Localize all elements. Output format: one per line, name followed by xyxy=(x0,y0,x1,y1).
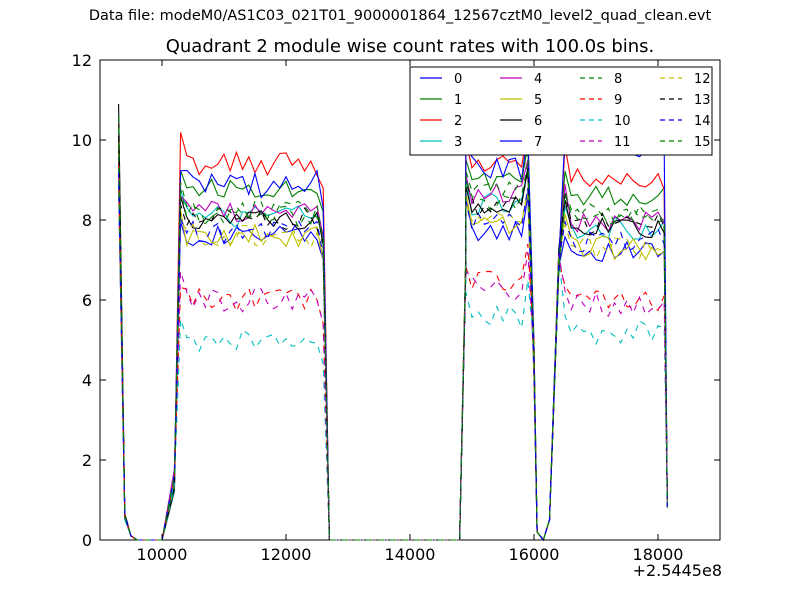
x-tick-label: 16000 xyxy=(509,545,560,564)
series-line-9 xyxy=(118,163,668,542)
y-tick-label: 0 xyxy=(82,531,92,550)
x-tick-label: 14000 xyxy=(385,545,436,564)
y-tick-label: 10 xyxy=(72,131,92,150)
legend-label-2: 2 xyxy=(454,114,462,129)
legend-label-5: 5 xyxy=(534,93,542,108)
legend-label-14: 14 xyxy=(694,114,711,129)
y-tick-label: 2 xyxy=(82,451,92,470)
legend-label-9: 9 xyxy=(614,93,622,108)
x-tick-label: 12000 xyxy=(261,545,312,564)
x-axis-offset-label: +2.5445e8 xyxy=(632,561,722,580)
y-tick-label: 12 xyxy=(72,51,92,70)
legend-box xyxy=(409,66,713,156)
y-tick-label: 8 xyxy=(82,211,92,230)
legend-label-6: 6 xyxy=(534,114,542,129)
series-line-8 xyxy=(118,115,668,542)
legend-label-1: 1 xyxy=(454,93,462,108)
y-tick-label: 4 xyxy=(82,371,92,390)
figure-suptitle: Data file: modeM0/AS1C03_021T01_90000018… xyxy=(88,8,712,24)
legend-label-7: 7 xyxy=(534,135,542,150)
chart-title: Quadrant 2 module wise count rates with … xyxy=(165,36,655,57)
legend-label-13: 13 xyxy=(694,93,711,108)
x-tick-label: 18000 xyxy=(633,545,684,564)
x-tick-label: 10000 xyxy=(137,545,188,564)
legend-label-3: 3 xyxy=(454,135,462,150)
series-line-13 xyxy=(118,135,668,542)
series-line-15 xyxy=(118,143,668,542)
y-tick-label: 6 xyxy=(82,291,92,310)
legend-label-8: 8 xyxy=(614,72,622,87)
legend-label-10: 10 xyxy=(614,114,631,129)
legend-label-15: 15 xyxy=(694,135,711,150)
legend-label-11: 11 xyxy=(614,135,631,150)
legend-label-0: 0 xyxy=(454,72,462,87)
legend-label-12: 12 xyxy=(694,72,711,87)
legend-label-4: 4 xyxy=(534,72,542,87)
